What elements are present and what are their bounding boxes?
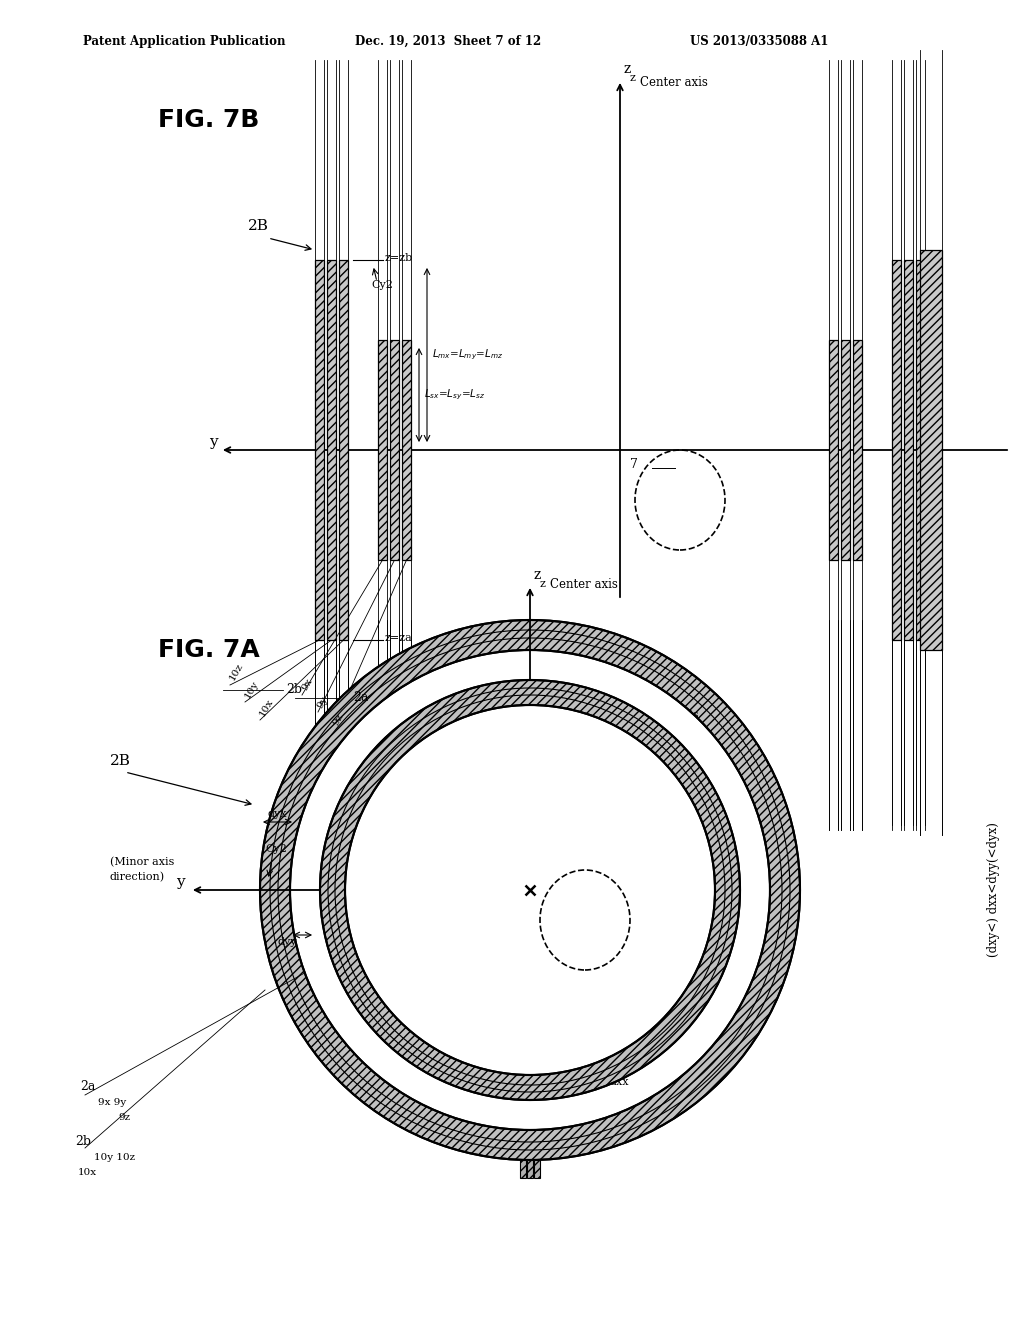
- Bar: [339, 260, 348, 640]
- Bar: [378, 341, 387, 560]
- Bar: [829, 341, 838, 560]
- Text: Center axis: Center axis: [550, 578, 617, 591]
- Ellipse shape: [290, 649, 770, 1130]
- Text: 7: 7: [568, 850, 593, 887]
- Text: $L_{mx}$=$L_{my}$=$L_{mz}$: $L_{mx}$=$L_{my}$=$L_{mz}$: [432, 347, 503, 362]
- Text: x: x: [624, 711, 632, 725]
- Text: 10y 10z: 10y 10z: [94, 1152, 135, 1162]
- Bar: [916, 260, 925, 640]
- Text: z: z: [534, 568, 542, 582]
- Text: Cx2: Cx2: [602, 697, 624, 708]
- Text: (Minor axis: (Minor axis: [110, 857, 174, 867]
- Text: FIG. 7B: FIG. 7B: [158, 108, 259, 132]
- Bar: [904, 260, 913, 640]
- Text: 10z: 10z: [228, 661, 245, 682]
- Text: 2b: 2b: [286, 682, 302, 696]
- Bar: [527, 1160, 534, 1177]
- Text: (dxy<) dxx<dyy(<dyx): (dxy<) dxx<dyy(<dyx): [986, 822, 999, 957]
- Text: z=zb: z=zb: [385, 253, 414, 263]
- Text: 9z: 9z: [118, 1113, 130, 1122]
- Text: Dec. 19, 2013  Sheet 7 of 12: Dec. 19, 2013 Sheet 7 of 12: [355, 36, 542, 48]
- Bar: [390, 341, 399, 560]
- Text: Cy2: Cy2: [265, 843, 287, 854]
- Text: 9z: 9z: [331, 711, 345, 727]
- Bar: [853, 341, 862, 560]
- Text: y: y: [209, 436, 218, 449]
- Text: 9x: 9x: [300, 677, 314, 692]
- Text: dyy: dyy: [278, 937, 298, 946]
- Bar: [841, 341, 850, 560]
- Text: 10x: 10x: [78, 1168, 97, 1177]
- Text: 10y: 10y: [243, 678, 260, 700]
- Bar: [920, 249, 942, 649]
- Text: 9y: 9y: [316, 694, 330, 710]
- Text: dyx: dyx: [268, 809, 288, 818]
- Text: 2B: 2B: [248, 219, 269, 234]
- Ellipse shape: [345, 705, 715, 1074]
- Ellipse shape: [260, 620, 800, 1160]
- Text: dxy: dxy: [465, 1077, 484, 1086]
- Text: FIG. 7A: FIG. 7A: [158, 638, 260, 663]
- Text: z: z: [624, 62, 631, 77]
- Bar: [402, 341, 411, 560]
- Text: (Major axis: (Major axis: [635, 709, 698, 719]
- Text: z: z: [630, 73, 636, 83]
- Text: 2B: 2B: [110, 754, 131, 768]
- Text: 9x 9y: 9x 9y: [98, 1098, 126, 1107]
- Text: Center axis: Center axis: [640, 75, 708, 88]
- Bar: [534, 1160, 540, 1177]
- Text: Cy2: Cy2: [371, 280, 393, 290]
- Text: direction): direction): [635, 725, 690, 735]
- Text: 10x: 10x: [258, 697, 275, 718]
- Text: Patent Application Publication: Patent Application Publication: [83, 36, 286, 48]
- Ellipse shape: [319, 680, 740, 1100]
- Text: 2b: 2b: [75, 1135, 91, 1148]
- Text: direction): direction): [110, 871, 165, 882]
- Text: z=za: z=za: [385, 634, 413, 643]
- Bar: [315, 260, 324, 640]
- Text: 2a: 2a: [80, 1080, 95, 1093]
- Text: US 2013/0335088 A1: US 2013/0335088 A1: [690, 36, 828, 48]
- Text: z: z: [540, 579, 546, 589]
- Text: dxx: dxx: [610, 1077, 630, 1086]
- Bar: [520, 1160, 526, 1177]
- Text: 2a: 2a: [353, 690, 369, 704]
- Text: 7: 7: [630, 458, 638, 471]
- Text: $L_{sx}$=$L_{sy}$=$L_{sz}$: $L_{sx}$=$L_{sy}$=$L_{sz}$: [424, 388, 485, 403]
- Bar: [892, 260, 901, 640]
- Bar: [327, 260, 336, 640]
- Text: y: y: [176, 875, 185, 888]
